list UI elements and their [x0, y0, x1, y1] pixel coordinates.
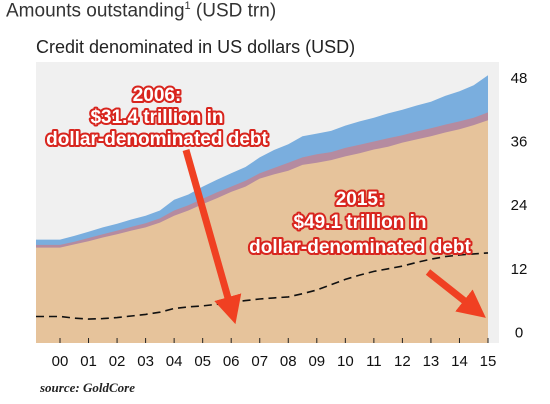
- annotation-2006-line: $31.4 trillion in: [90, 107, 223, 128]
- x-tick-label: 14: [451, 353, 468, 370]
- x-axis-ticks: 00 01 02 03 04 05 06 07 08 09 10 11 12 13 14 15: [52, 338, 497, 370]
- x-tick-label: 04: [166, 353, 183, 370]
- x-tick-label: 09: [308, 353, 325, 370]
- arrow-2006: [182, 149, 242, 325]
- x-tick-label: 06: [223, 353, 240, 370]
- y-axis-ticks: 0 12 24 36 48: [511, 70, 528, 341]
- annotation-2015-line: $49.1 trillion in: [293, 212, 426, 233]
- x-tick-label: 08: [280, 353, 297, 370]
- annotation-2006-line: 2006:: [133, 85, 182, 106]
- y-tick-label: 12: [511, 261, 528, 278]
- y-tick-label: 0: [515, 324, 523, 341]
- x-tick-label: 15: [480, 353, 497, 370]
- arrow-2015: [425, 269, 486, 318]
- area-base-layer: [36, 120, 488, 343]
- dashed-series-layer: [35, 252, 489, 320]
- y-tick-label: 24: [511, 197, 528, 214]
- annotation-2015-line: 2015:: [336, 189, 385, 210]
- x-tick-label: 00: [52, 353, 69, 370]
- chart-subtitle: Credit denominated in US dollars (USD): [36, 37, 356, 57]
- x-tick-label: 10: [337, 353, 354, 370]
- source-note: source: GoldCore: [40, 380, 135, 395]
- stacked-areas: [36, 75, 488, 344]
- x-tick-label: 13: [423, 353, 440, 370]
- x-tick-label: 01: [80, 353, 97, 370]
- x-tick-label: 07: [251, 353, 268, 370]
- annotation-2006-line: dollar-denominated debt: [46, 129, 268, 150]
- x-tick-label: 02: [109, 353, 126, 370]
- x-tick-label: 03: [137, 353, 154, 370]
- annotation-2015-line: dollar-denominated debt: [249, 237, 471, 258]
- dashed-series-line: [35, 252, 489, 320]
- x-tick-label: 05: [194, 353, 211, 370]
- chart-title: Amounts outstanding1 (USD trn): [6, 0, 277, 22]
- x-tick-label: 11: [366, 353, 382, 370]
- annotation-layer: 2006:$31.4 trillion indollar-denominated…: [44, 83, 486, 325]
- y-tick-label: 48: [511, 70, 528, 87]
- x-tick-label: 12: [394, 353, 411, 370]
- y-tick-label: 36: [511, 134, 528, 151]
